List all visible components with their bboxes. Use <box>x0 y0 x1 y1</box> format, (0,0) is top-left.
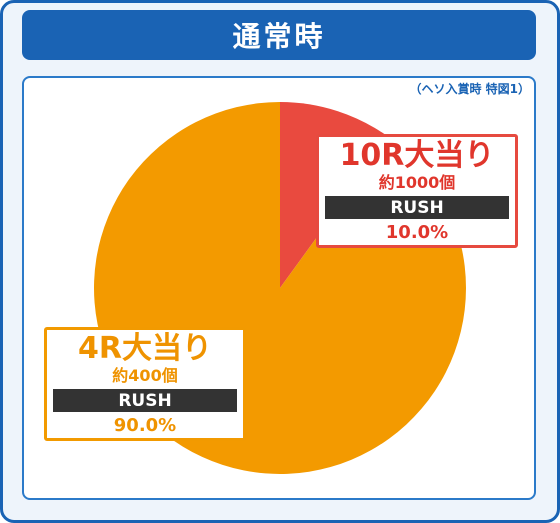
page-title: 通常時 <box>22 10 536 60</box>
slice-label-4r: 4R大当り 約400個 RUSH 90.0% <box>44 327 246 441</box>
slice-percent-10r: 10.0% <box>385 222 449 243</box>
slice-tag-10r: RUSH <box>325 196 509 219</box>
slice-label-10r: 10R大当り 約1000個 RUSH 10.0% <box>316 134 518 248</box>
slice-tag-4r: RUSH <box>53 389 237 412</box>
slice-title-4r: 4R大当り <box>78 331 212 366</box>
slice-sub-10r: 約1000個 <box>378 173 456 192</box>
slice-title-10r: 10R大当り <box>339 138 495 173</box>
chart-note: （ヘソ入賞時 特図1） <box>409 82 530 96</box>
slice-sub-4r: 約400個 <box>112 366 178 385</box>
slice-percent-4r: 90.0% <box>113 415 177 436</box>
